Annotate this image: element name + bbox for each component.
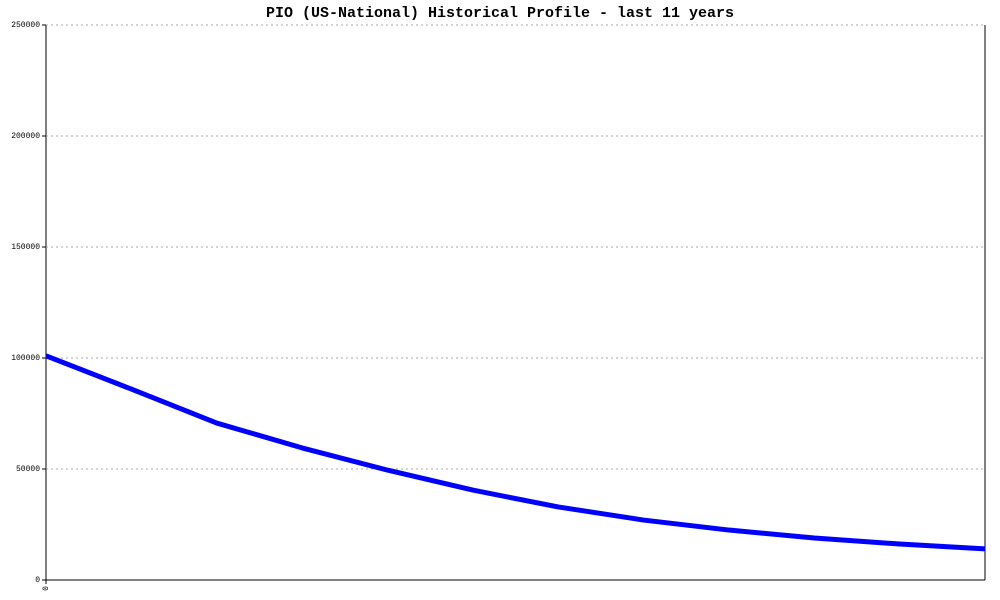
y-tick-label: 50000 xyxy=(16,465,40,474)
y-tick-label: 150000 xyxy=(11,243,40,252)
x-tick-label: 0 xyxy=(42,586,51,591)
y-tick-label: 0 xyxy=(35,576,40,585)
chart-title: PIO (US-National) Historical Profile - l… xyxy=(266,5,734,22)
y-tick-label: 100000 xyxy=(11,354,40,363)
data-line xyxy=(45,353,986,552)
y-tick-label: 200000 xyxy=(11,132,40,141)
y-tick-label: 250000 xyxy=(11,21,40,30)
